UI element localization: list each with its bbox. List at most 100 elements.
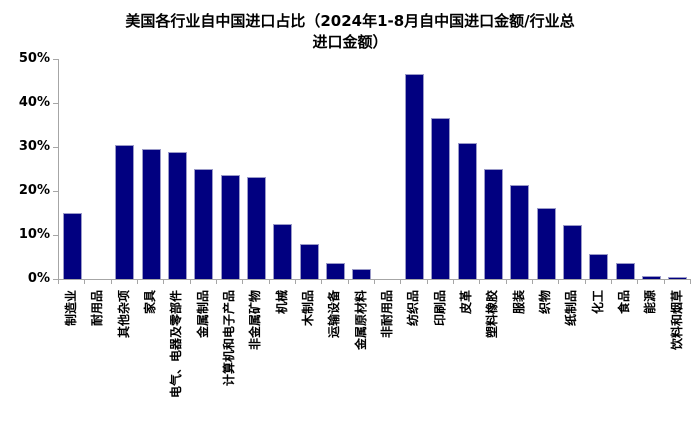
y-axis-tick-label: 10%	[18, 227, 50, 242]
x-axis-label: 其他杂项	[116, 290, 131, 339]
bar	[115, 144, 135, 279]
bar	[299, 243, 319, 279]
x-axis-label: 塑料橡胶	[485, 290, 500, 339]
x-label-slot: 化工	[585, 280, 611, 439]
x-axis-tick	[558, 280, 559, 284]
x-axis-tick	[84, 280, 85, 284]
bar-slot	[59, 59, 85, 279]
x-label-slot: 皮革	[453, 280, 479, 439]
bar-slot	[586, 59, 612, 279]
bar-slot	[507, 59, 533, 279]
plot-area	[58, 59, 691, 280]
x-label-slot: 制造业	[58, 280, 84, 439]
bar	[273, 224, 293, 279]
bar-slot	[612, 59, 638, 279]
bar	[246, 176, 266, 279]
x-label-slot: 印刷品	[427, 280, 453, 439]
y-axis-tick-label: 20%	[18, 183, 50, 198]
x-label-slot: 织物	[532, 280, 558, 439]
x-label-slot: 机械	[269, 280, 295, 439]
x-label-slot: 木制品	[295, 280, 321, 439]
bar	[431, 118, 451, 279]
x-axis-label: 耐用品	[90, 290, 105, 327]
bar	[536, 207, 556, 279]
x-axis-label: 纺织品	[406, 290, 421, 327]
y-axis-tick-label: 0%	[27, 271, 50, 286]
bar-slot	[270, 59, 296, 279]
bar	[141, 149, 161, 279]
bar	[510, 184, 530, 279]
bar	[325, 262, 345, 279]
bar-slot	[665, 59, 691, 279]
x-axis-tick	[427, 280, 428, 284]
x-axis-tick	[453, 280, 454, 284]
x-label-slot: 服装	[506, 280, 532, 439]
bar	[641, 275, 661, 279]
x-axis-label: 电气、电器及零部件	[169, 290, 184, 399]
x-axis-label: 金属原材料	[353, 290, 368, 351]
x-label-slot: 食品	[611, 280, 637, 439]
x-axis-tick	[506, 280, 507, 284]
x-axis-label: 金属制品	[195, 290, 210, 339]
x-axis-tick	[611, 280, 612, 284]
x-axis-tick	[479, 280, 480, 284]
chart-title-line2: 进口金额）	[312, 33, 388, 51]
x-axis-label: 饮料和烟草	[669, 290, 684, 351]
x-axis-tick	[348, 280, 349, 284]
x-axis-tick	[137, 280, 138, 284]
x-axis-tick	[637, 280, 638, 284]
x-label-slot: 金属制品	[190, 280, 216, 439]
x-label-slot: 运输设备	[321, 280, 347, 439]
bar-slot	[559, 59, 585, 279]
x-label-slot: 非耐用品	[374, 280, 400, 439]
x-axis-tick	[374, 280, 375, 284]
bar	[589, 254, 609, 279]
x-axis-label: 化工	[590, 290, 605, 315]
y-axis-tick	[53, 103, 58, 104]
x-axis-tick	[163, 280, 164, 284]
bar	[562, 225, 582, 279]
x-axis-label: 木制品	[301, 290, 316, 327]
chart-title: 美国各行业自中国进口占比（2024年1-8月自中国进口金额/行业总 进口金额）	[0, 11, 700, 53]
x-axis-label: 非金属矿物	[248, 290, 263, 351]
bar	[457, 142, 477, 279]
x-axis-label: 运输设备	[327, 290, 342, 339]
x-label-slot: 电气、电器及零部件	[163, 280, 189, 439]
x-axis-tick	[664, 280, 665, 284]
x-axis-label: 织物	[538, 290, 553, 315]
x-label-slot: 计算机和电子产品	[216, 280, 242, 439]
x-label-slot: 耐用品	[84, 280, 110, 439]
bar-slot	[401, 59, 427, 279]
bar-slot	[138, 59, 164, 279]
x-label-slot: 纺织品	[400, 280, 426, 439]
x-axis-label: 印刷品	[432, 290, 447, 327]
x-axis-label: 能源	[643, 290, 658, 315]
bar-slot	[454, 59, 480, 279]
y-axis-tick	[53, 191, 58, 192]
x-axis-label: 家具	[143, 290, 158, 315]
bar	[168, 152, 187, 279]
y-axis-tick-label: 30%	[18, 139, 50, 154]
x-label-slot: 能源	[637, 280, 663, 439]
bar	[668, 277, 688, 279]
bar-slot	[375, 59, 401, 279]
bar-slot	[322, 59, 348, 279]
x-axis-tick	[585, 280, 586, 284]
bar	[352, 268, 372, 279]
bar-slot	[428, 59, 454, 279]
y-axis-tick	[53, 279, 58, 280]
y-axis-tick	[53, 235, 58, 236]
chart-title-line1: 美国各行业自中国进口占比（2024年1-8月自中国进口金额/行业总	[125, 12, 575, 30]
x-label-slot: 饮料和烟草	[664, 280, 690, 439]
bar-slot	[296, 59, 322, 279]
y-axis-tick-label: 50%	[18, 51, 50, 66]
x-label-slot: 非金属矿物	[242, 280, 268, 439]
x-axis-label: 服装	[511, 290, 526, 315]
x-axis-tick	[532, 280, 533, 284]
x-axis-label: 制造业	[64, 290, 79, 327]
bar	[615, 263, 635, 279]
x-axis-tick	[58, 280, 59, 284]
x-axis-tick	[269, 280, 270, 284]
bar-slot	[164, 59, 190, 279]
